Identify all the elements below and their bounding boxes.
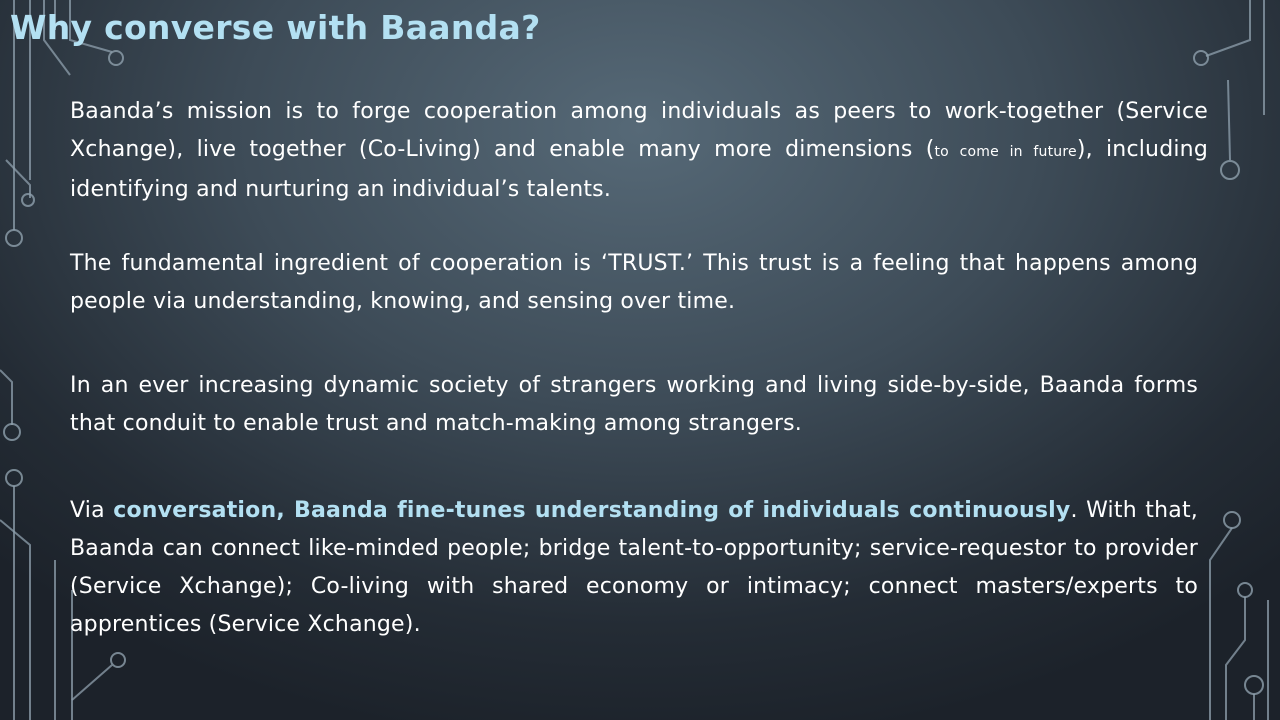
mission-paragraph: Baanda’s mission is to forge cooperation… [70,93,1208,209]
conversation-highlight: conversation, Baanda fine-tunes understa… [113,498,1071,523]
mission-future-note: to come in future [934,144,1077,160]
trust-paragraph: The fundamental ingredient of cooperatio… [70,251,1198,314]
strangers-paragraph: In an ever increasing dynamic society of… [70,373,1198,436]
conversation-rest: . With that, Baanda can connect like-min… [70,498,1198,637]
conversation-lead: Via [70,498,114,523]
conversation-paragraph: Via conversation, Baanda fine-tunes unde… [70,492,1198,644]
mission-text-2: ), including identifying and nurturing a… [70,137,1208,202]
slide-title: Why converse with Baanda? [10,8,541,47]
mission-text-1: Baanda’s mission is to forge cooperation… [70,99,1208,162]
